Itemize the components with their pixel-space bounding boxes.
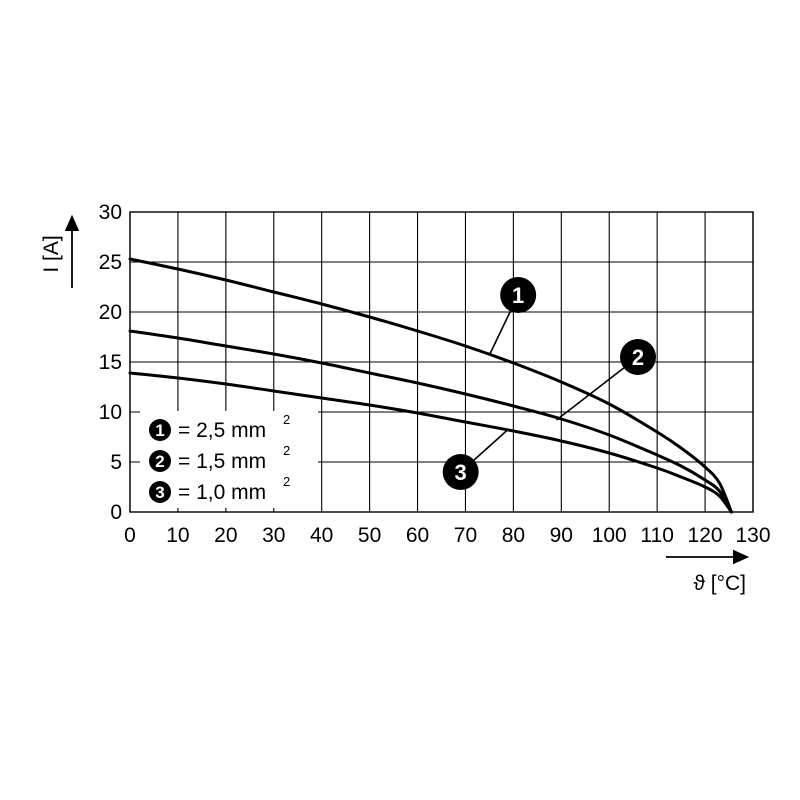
x-tick-label: 110 [640,524,673,547]
callout-badge-2 [619,339,656,375]
legend-label-superscript: 2 [283,412,290,427]
y-axis-label: I [A] [40,235,63,272]
y-tick-label: 20 [99,301,122,324]
legend-entry-1: 1 = 2,5 mm 2 [149,412,290,442]
series-line-3 [128,371,733,514]
y-tick-label: 15 [99,351,122,374]
legend-label: = 1,0 mm [178,481,266,504]
x-tick-label: 0 [124,524,136,547]
x-tick-label: 10 [166,524,189,547]
legend-badge-number: 3 [155,483,164,502]
x-tick-label: 130 [735,524,770,547]
x-axis-label: ϑ [°C] [693,572,746,595]
x-tick-label: 120 [688,524,723,547]
y-tick-label: 10 [99,401,122,424]
legend-label: = 2,5 mm [178,419,266,442]
legend-badge-number: 1 [155,421,164,440]
x-tick-label: 70 [454,524,477,547]
x-axis-label-group: ϑ [°C] [666,549,750,595]
y-tick-label: 30 [99,201,122,224]
legend-badge-number: 2 [155,452,164,471]
callout-leader-1 [488,310,512,356]
series-line-2 [128,329,733,514]
callout-number: 2 [632,345,644,370]
callout-badge-1 [500,277,537,313]
callout-2: 2 [556,339,656,421]
callout-leader-3 [473,428,510,461]
x-tick-label: 100 [592,524,627,547]
x-tick-label: 90 [550,524,573,547]
legend-label-superscript: 2 [283,443,290,458]
callout-number: 1 [512,283,524,308]
legend: 1 = 2,5 mm 2 2 = 1,5 mm 2 3 = 1,0 mm 2 [140,411,318,508]
x-tick-label: 40 [310,524,333,547]
callout-number: 3 [455,460,467,485]
callout-1: 1 [488,277,537,356]
y-tick-label: 25 [99,251,122,274]
y-axis-label-group: I [A] [40,214,80,288]
legend-badge-3 [149,481,171,503]
legend-badge-1 [149,419,171,441]
x-tick-label: 30 [262,524,285,547]
plot-frame [129,211,754,513]
x-tick-label: 20 [214,524,237,547]
y-tick-label: 0 [110,501,122,524]
legend-label: = 1,5 mm [178,450,266,473]
y-tick-label: 5 [110,451,122,474]
legend-entry-3: 3 = 1,0 mm 2 [149,474,290,504]
x-tick-label: 50 [358,524,381,547]
x-tick-label: 60 [406,524,429,547]
callouts: 1 2 3 [442,277,656,490]
callout-leader-2 [556,367,625,421]
x-tick-labels: 0 10 20 30 40 50 60 70 80 90 100 110 120 130 [124,524,770,547]
callout-badge-3 [442,454,479,490]
callout-3: 3 [442,428,510,490]
legend-label-superscript: 2 [283,474,290,489]
x-tick-label: 80 [502,524,525,547]
y-tick-labels: 0 5 10 15 20 25 30 [99,201,122,524]
grid [129,211,754,513]
legend-entry-2: 2 = 1,5 mm 2 [149,443,290,473]
legend-badge-2 [149,450,171,472]
